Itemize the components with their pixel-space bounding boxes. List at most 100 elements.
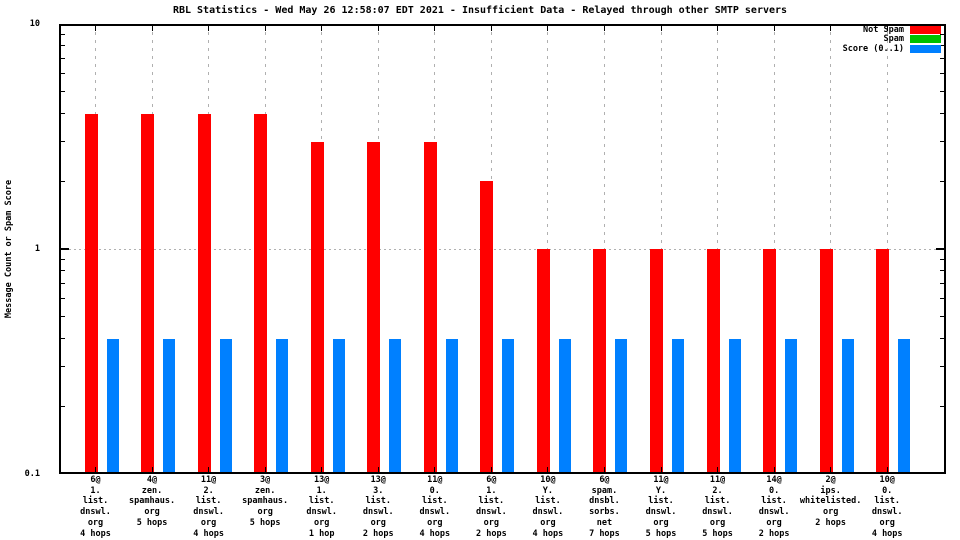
bar-not-spam — [367, 141, 381, 474]
bar-score-0-1 — [728, 338, 741, 474]
bar-score-0-1 — [389, 338, 402, 474]
x-tick — [95, 26, 96, 31]
bar-not-spam — [876, 249, 890, 474]
x-axis-label: 11@ 0. list. dnswl. org 4 hops — [419, 475, 451, 539]
x-tick — [830, 467, 832, 472]
x-tick — [603, 26, 605, 31]
y-minor-tick — [61, 45, 65, 47]
legend-swatch-score-0-1 — [910, 44, 941, 53]
y-minor-tick — [61, 73, 65, 75]
x-tick — [660, 467, 662, 472]
y-minor-tick — [61, 180, 65, 182]
bar-not-spam — [141, 113, 155, 474]
x-tick — [95, 467, 96, 472]
bar-score-0-1 — [785, 338, 798, 474]
bar-score-0-1 — [615, 338, 628, 474]
x-tick — [151, 26, 153, 31]
x-tick — [264, 467, 266, 472]
x-tick — [208, 26, 210, 31]
h-gridline-y1 — [59, 248, 946, 250]
x-axis-label: 11@ 2. list. dnswl. org 4 hops — [193, 475, 224, 539]
x-axis-label: 13@ 1. list. dnswl. org 1 hop — [306, 475, 338, 539]
legend-label-score-0-1: Score (0..1) — [842, 43, 904, 54]
y-minor-tick — [940, 180, 944, 182]
bar-score-0-1 — [672, 338, 684, 474]
y-minor-tick — [940, 298, 944, 300]
x-axis-label: 10@ 0. list. dnswl. org 4 hops — [871, 475, 903, 539]
bar-not-spam — [706, 249, 720, 474]
bar-not-spam — [650, 249, 663, 474]
x-tick — [717, 26, 719, 31]
y-minor-tick — [61, 298, 65, 300]
y-minor-tick — [61, 366, 65, 368]
x-tick — [434, 26, 436, 31]
legend-label-spam: Spam — [883, 34, 904, 45]
y-major-tick — [936, 248, 944, 250]
x-tick — [151, 467, 153, 472]
x-axis-label: 2@ ips. whitelisted. org 2 hops — [799, 475, 862, 528]
y-minor-tick — [940, 45, 944, 47]
bar-not-spam — [536, 249, 550, 474]
x-tick — [377, 26, 379, 31]
x-tick — [773, 26, 775, 31]
y-minor-tick — [61, 405, 65, 407]
y-minor-tick — [940, 58, 944, 60]
bar-score-0-1 — [898, 338, 911, 474]
x-tick — [886, 467, 888, 472]
y-minor-tick — [61, 113, 65, 115]
y-minor-tick — [940, 33, 944, 35]
bar-score-0-1 — [841, 338, 854, 474]
y-minor-tick — [940, 270, 944, 272]
x-axis-label: 6@ 1. list. dnswl. org 2 hops — [475, 475, 507, 539]
x-tick — [490, 26, 492, 31]
bar-score-0-1 — [276, 338, 289, 474]
legend-swatch-not-spam — [910, 25, 941, 34]
y-tick-label: 10 — [29, 19, 40, 29]
bar-score-0-1 — [558, 338, 571, 474]
chart-title: RBL Statistics - Wed May 26 12:58:07 EDT… — [172, 5, 788, 16]
bar-not-spam — [819, 249, 833, 474]
x-tick — [377, 467, 379, 472]
bar-not-spam — [480, 181, 494, 474]
bar-not-spam — [763, 249, 777, 474]
x-tick — [208, 467, 210, 472]
x-tick — [886, 26, 888, 31]
y-minor-tick — [940, 258, 944, 260]
y-minor-tick — [61, 58, 65, 60]
bar-not-spam — [84, 113, 98, 474]
x-tick — [717, 467, 719, 472]
x-tick — [321, 26, 323, 31]
bar-score-0-1 — [219, 338, 232, 474]
x-axis-label: 10@ Y. list. dnswl. org 4 hops — [532, 475, 564, 539]
x-tick — [547, 467, 549, 472]
y-minor-tick — [940, 316, 944, 318]
x-axis-label: 13@ 3. list. dnswl. org 2 hops — [362, 475, 394, 539]
y-minor-tick — [940, 141, 944, 143]
y-major-tick — [61, 248, 69, 250]
y-minor-tick — [61, 338, 65, 340]
legend-swatch-spam — [910, 35, 941, 44]
y-minor-tick — [61, 316, 65, 318]
x-tick — [773, 467, 775, 472]
bar-score-0-1 — [163, 338, 176, 474]
legend-item-not-spam: Not Spam — [863, 25, 941, 34]
x-axis-label: 6@ 1. list. dnswl. org 4 hops — [80, 475, 111, 539]
y-tick-label: 0.1 — [24, 469, 40, 479]
bar-not-spam — [197, 113, 211, 474]
y-minor-tick — [940, 73, 944, 75]
x-tick — [603, 467, 605, 472]
x-tick — [490, 467, 492, 472]
y-minor-tick — [940, 405, 944, 407]
y-tick-label: 1 — [34, 244, 40, 254]
x-tick — [321, 467, 323, 472]
y-minor-tick — [61, 141, 65, 143]
bar-score-0-1 — [106, 338, 119, 474]
y-minor-tick — [940, 283, 944, 285]
x-tick — [547, 26, 549, 31]
y-minor-tick — [61, 283, 65, 285]
bar-score-0-1 — [445, 338, 458, 474]
